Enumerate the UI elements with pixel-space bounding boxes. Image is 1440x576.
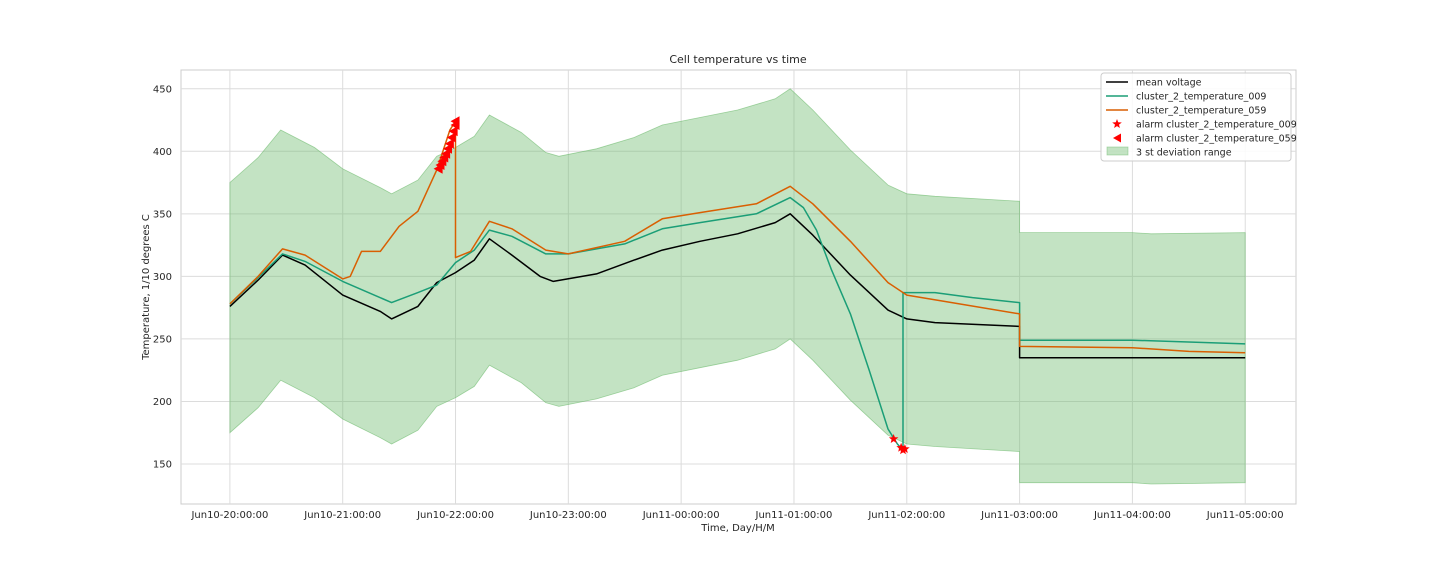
x-tick-label: Jun11-03:00:00 [980, 510, 1058, 521]
x-axis-ticks: Jun10-20:00:00 Jun10-21:00:00 Jun10-22:00:… [190, 510, 1283, 521]
x-axis-title: Time, Day/H/M [700, 523, 774, 534]
legend-star-marker-icon [1112, 119, 1122, 128]
alarm-triangle-marker [444, 138, 454, 149]
y-tick-label: 450 [153, 84, 172, 95]
x-tick-label: Jun11-01:00:00 [755, 510, 833, 521]
y-tick-label: 250 [153, 334, 172, 345]
alarm-markers-layer [433, 116, 910, 455]
deviation-band-layer [229, 88, 1246, 485]
x-tick-label: Jun11-04:00:00 [1093, 510, 1171, 521]
legend-triangle-marker-icon [1113, 133, 1121, 143]
y-tick-label: 300 [153, 272, 172, 283]
x-tick-label: Jun10-22:00:00 [416, 510, 494, 521]
x-tick-label: Jun10-20:00:00 [190, 510, 268, 521]
legend-alarm-059-label: alarm cluster_2_temperature_059 [1136, 134, 1297, 145]
legend: mean voltage cluster_2_temperature_009 c… [1100, 72, 1297, 162]
y-tick-label: 200 [153, 397, 172, 408]
legend-deviation-band-swatch [1106, 146, 1129, 156]
legend-temperature-009-label: cluster_2_temperature_009 [1136, 92, 1266, 103]
x-tick-label: Jun11-00:00:00 [642, 510, 720, 521]
legend-box [1100, 72, 1292, 162]
y-tick-label: 400 [153, 147, 172, 158]
alarm-triangle-marker [448, 126, 458, 137]
x-tick-label: Jun11-05:00:00 [1206, 510, 1284, 521]
deviation-band [229, 88, 1246, 485]
x-tick-label: Jun10-21:00:00 [303, 510, 381, 521]
alarm-triangle-marker [446, 132, 456, 143]
alarm-star-marker [888, 434, 899, 443]
x-tick-label: Jun11-02:00:00 [867, 510, 945, 521]
chart-title: Cell temperature vs time [669, 53, 807, 66]
legend-deviation-band-label: 3 st deviation range [1136, 148, 1232, 159]
legend-mean-voltage-label: mean voltage [1136, 78, 1202, 89]
series-line-cluster-2-temperature-009 [229, 196, 1246, 451]
legend-temperature-059-label: cluster_2_temperature_059 [1136, 106, 1266, 117]
series-layer [229, 120, 1246, 451]
series-line-cluster-2-temperature-059 [229, 120, 1246, 354]
alarm-star-marker [896, 442, 906, 452]
x-tick-label: Jun10-23:00:00 [529, 510, 607, 521]
y-axis-ticks: 150 200 250 300 350 400 450 [153, 84, 172, 470]
y-tick-label: 350 [153, 209, 172, 220]
alarm-star-marker [900, 444, 910, 453]
y-tick-label: 150 [153, 459, 172, 470]
y-axis-title: Temperature, 1/10 degrees C [141, 214, 152, 361]
legend-alarm-009-label: alarm cluster_2_temperature_009 [1136, 120, 1297, 131]
series-line-mean-voltage [229, 213, 1246, 359]
alarm-triangle-marker [450, 116, 460, 127]
